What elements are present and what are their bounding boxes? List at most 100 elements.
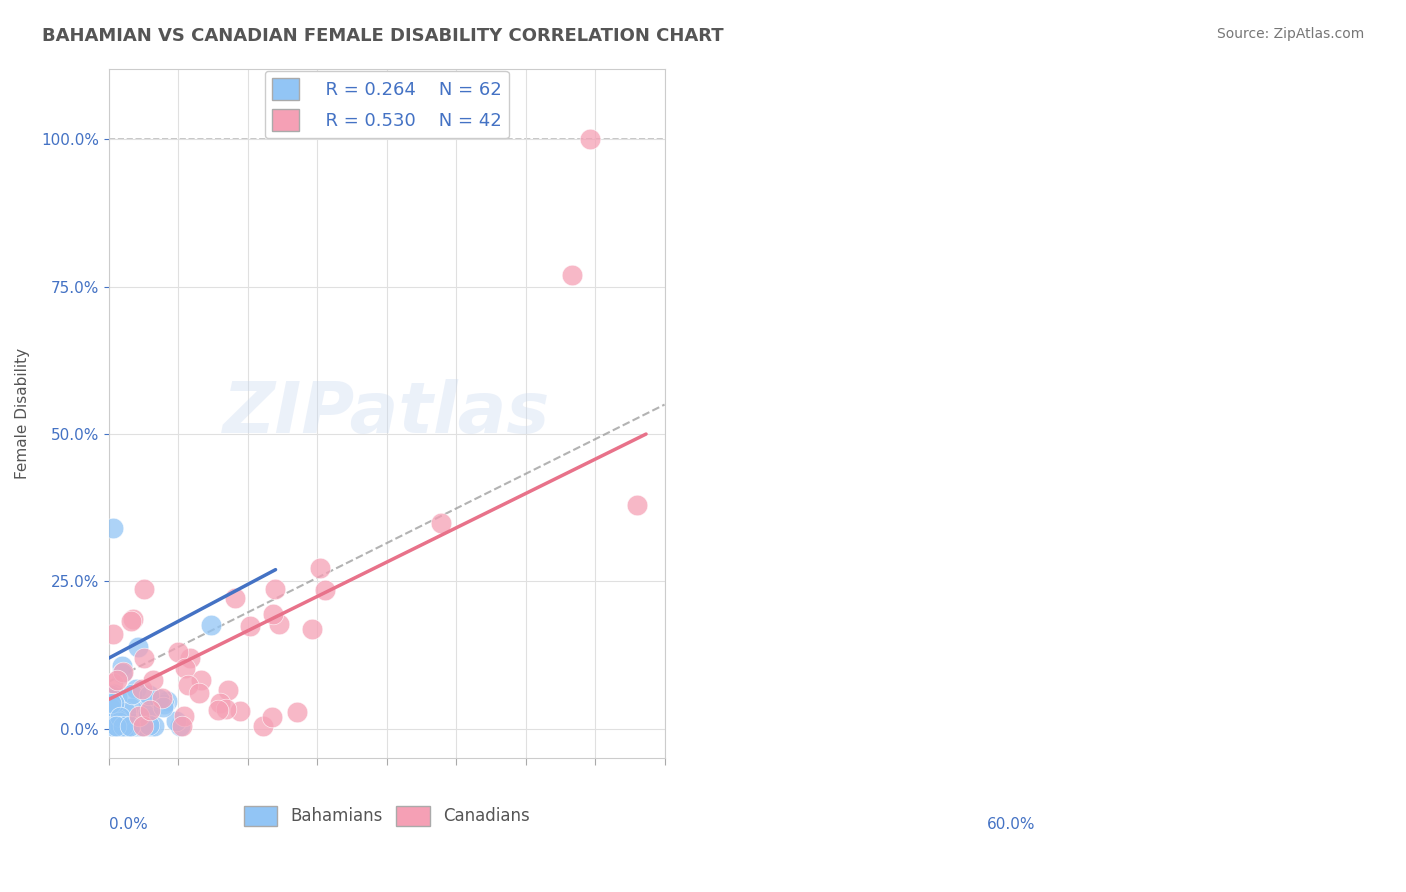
Bahamians <box>115 719 138 733</box>
Bahamians <box>200 617 222 632</box>
Canadians <box>228 704 250 718</box>
Canadians <box>208 696 231 710</box>
Bahamians <box>101 702 124 716</box>
Bahamians <box>131 719 153 733</box>
Canadians <box>239 619 262 633</box>
Bahamians <box>122 715 145 730</box>
Bahamians <box>101 719 124 733</box>
Bahamians <box>131 719 153 733</box>
Canadians <box>131 681 153 696</box>
Bahamians <box>108 719 131 733</box>
Canadians <box>285 706 308 720</box>
Bahamians <box>124 719 146 733</box>
Bahamians <box>120 719 142 733</box>
Bahamians <box>121 687 143 701</box>
Bahamians <box>107 719 129 733</box>
Bahamians <box>105 719 128 733</box>
Canadians <box>150 691 173 706</box>
Canadians <box>267 617 290 632</box>
Canadians <box>121 612 143 626</box>
Bahamians <box>169 719 191 733</box>
Bahamians <box>100 696 122 710</box>
Bahamians <box>103 696 125 710</box>
Bahamians <box>135 711 157 725</box>
Bahamians <box>104 719 127 733</box>
Text: BAHAMIAN VS CANADIAN FEMALE DISABILITY CORRELATION CHART: BAHAMIAN VS CANADIAN FEMALE DISABILITY C… <box>42 27 724 45</box>
Canadians <box>101 627 124 641</box>
Bahamians <box>115 705 138 719</box>
Bahamians <box>104 719 127 733</box>
Canadians <box>430 516 453 530</box>
Canadians <box>224 591 246 605</box>
Canadians <box>252 719 274 733</box>
Bahamians <box>111 659 134 673</box>
Bahamians <box>103 521 125 535</box>
Text: 0.0%: 0.0% <box>108 817 148 832</box>
Bahamians <box>105 712 128 726</box>
Canadians <box>217 682 239 697</box>
Canadians <box>105 673 128 687</box>
Canadians <box>263 582 285 597</box>
Bahamians <box>156 693 179 707</box>
Bahamians <box>136 699 159 714</box>
Canadians <box>315 582 337 597</box>
Bahamians <box>120 719 142 733</box>
Canadians <box>128 708 150 723</box>
Canadians <box>132 719 155 733</box>
Canadians <box>120 615 142 629</box>
Text: Source: ZipAtlas.com: Source: ZipAtlas.com <box>1216 27 1364 41</box>
Canadians <box>626 498 648 512</box>
Bahamians <box>142 719 165 733</box>
Canadians <box>101 675 124 690</box>
Canadians <box>111 665 134 679</box>
Canadians <box>179 651 201 665</box>
Canadians <box>139 703 162 717</box>
Bahamians <box>153 698 176 712</box>
Bahamians <box>100 689 122 703</box>
Canadians <box>174 660 197 674</box>
Bahamians <box>100 719 122 733</box>
Canadians <box>579 132 602 146</box>
Bahamians <box>138 718 160 732</box>
Canadians <box>207 703 229 717</box>
Bahamians <box>98 694 121 708</box>
Bahamians <box>138 688 160 702</box>
Bahamians <box>118 719 141 733</box>
Canadians <box>188 686 211 700</box>
Bahamians <box>129 719 152 733</box>
Canadians <box>561 268 583 282</box>
Bahamians <box>107 719 129 733</box>
Canadians <box>262 710 284 724</box>
Bahamians <box>120 701 142 715</box>
Bahamians <box>111 719 134 733</box>
Bahamians <box>121 717 143 731</box>
Bahamians <box>138 706 160 721</box>
Bahamians <box>101 719 124 733</box>
Canadians <box>301 622 323 636</box>
Bahamians <box>108 715 131 730</box>
Canadians <box>170 719 193 733</box>
Bahamians <box>114 719 136 733</box>
Canadians <box>309 561 332 575</box>
Canadians <box>173 708 195 723</box>
Bahamians <box>111 666 134 681</box>
Bahamians <box>98 719 121 733</box>
Text: 60.0%: 60.0% <box>987 817 1035 832</box>
Text: ZIPatlas: ZIPatlas <box>224 379 550 448</box>
Bahamians <box>110 719 132 733</box>
Canadians <box>190 673 212 688</box>
Bahamians <box>101 719 124 733</box>
Bahamians <box>148 691 170 706</box>
Canadians <box>262 607 284 622</box>
Bahamians <box>108 709 131 723</box>
Bahamians <box>165 714 187 728</box>
Canadians <box>177 678 200 692</box>
Legend: Bahamians, Canadians: Bahamians, Canadians <box>238 799 536 833</box>
Canadians <box>132 582 155 597</box>
Bahamians <box>138 719 160 733</box>
Canadians <box>142 673 165 688</box>
Bahamians <box>103 687 125 701</box>
Bahamians <box>114 719 136 733</box>
Bahamians <box>124 682 146 697</box>
Canadians <box>134 650 156 665</box>
